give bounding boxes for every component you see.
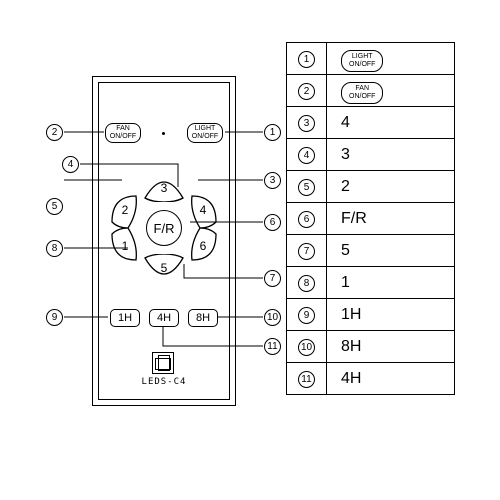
legend-number: 2 bbox=[298, 83, 315, 100]
legend-value: 8H bbox=[327, 331, 455, 363]
callout-8: 8 bbox=[46, 240, 63, 257]
callout-4: 4 bbox=[62, 156, 79, 173]
callout-9: 9 bbox=[46, 309, 63, 326]
table-row: 6 F/R bbox=[287, 203, 455, 235]
table-row: 52 bbox=[287, 171, 455, 203]
dial-center-fr[interactable]: F/R bbox=[146, 210, 182, 246]
legend-number: 1 bbox=[298, 51, 315, 68]
table-row: 75 bbox=[287, 235, 455, 267]
table-row: 43 bbox=[287, 139, 455, 171]
legend-value: 2 bbox=[327, 171, 455, 203]
callout-11: 11 bbox=[264, 338, 281, 355]
legend-number: 11 bbox=[298, 371, 315, 388]
callout-5: 5 bbox=[46, 198, 63, 215]
callout-6: 6 bbox=[264, 214, 281, 231]
table-row: 11 4H bbox=[287, 363, 455, 395]
table-row: 2 FANON/OFF bbox=[287, 75, 455, 107]
legend-number: 7 bbox=[298, 243, 315, 260]
legend-number: 4 bbox=[298, 147, 315, 164]
table-row: 81 bbox=[287, 267, 455, 299]
legend-value: 4H bbox=[327, 363, 455, 395]
callout-1: 1 bbox=[264, 124, 281, 141]
legend-pill: LIGHTON/OFF bbox=[341, 50, 383, 71]
legend-value: F/R bbox=[327, 203, 455, 235]
table-row: 34 bbox=[287, 107, 455, 139]
legend-value: 4 bbox=[327, 107, 455, 139]
legend-value: 1H bbox=[327, 299, 455, 331]
callout-10: 10 bbox=[264, 309, 281, 326]
legend-number: 5 bbox=[298, 179, 315, 196]
diagram-container: FAN ON/OFF LIGHT ON/OFF 3 5 2 4 bbox=[28, 42, 473, 437]
table-row: 9 1H bbox=[287, 299, 455, 331]
table-row: 10 8H bbox=[287, 331, 455, 363]
legend-number: 8 bbox=[298, 275, 315, 292]
legend-table: 1LIGHTON/OFF2FANON/OFF3443526F/R758191H1… bbox=[286, 42, 455, 395]
legend-value: 3 bbox=[327, 139, 455, 171]
legend-number: 3 bbox=[298, 115, 315, 132]
callout-7: 7 bbox=[264, 270, 281, 287]
legend-value: 1 bbox=[327, 267, 455, 299]
legend-number: 9 bbox=[298, 307, 315, 324]
legend-number: 10 bbox=[298, 339, 315, 356]
legend-value: 5 bbox=[327, 235, 455, 267]
table-row: 1 LIGHTON/OFF bbox=[287, 43, 455, 75]
callout-2: 2 bbox=[46, 124, 63, 141]
legend-pill: FANON/OFF bbox=[341, 82, 383, 103]
legend-number: 6 bbox=[298, 211, 315, 228]
callout-3: 3 bbox=[264, 172, 281, 189]
